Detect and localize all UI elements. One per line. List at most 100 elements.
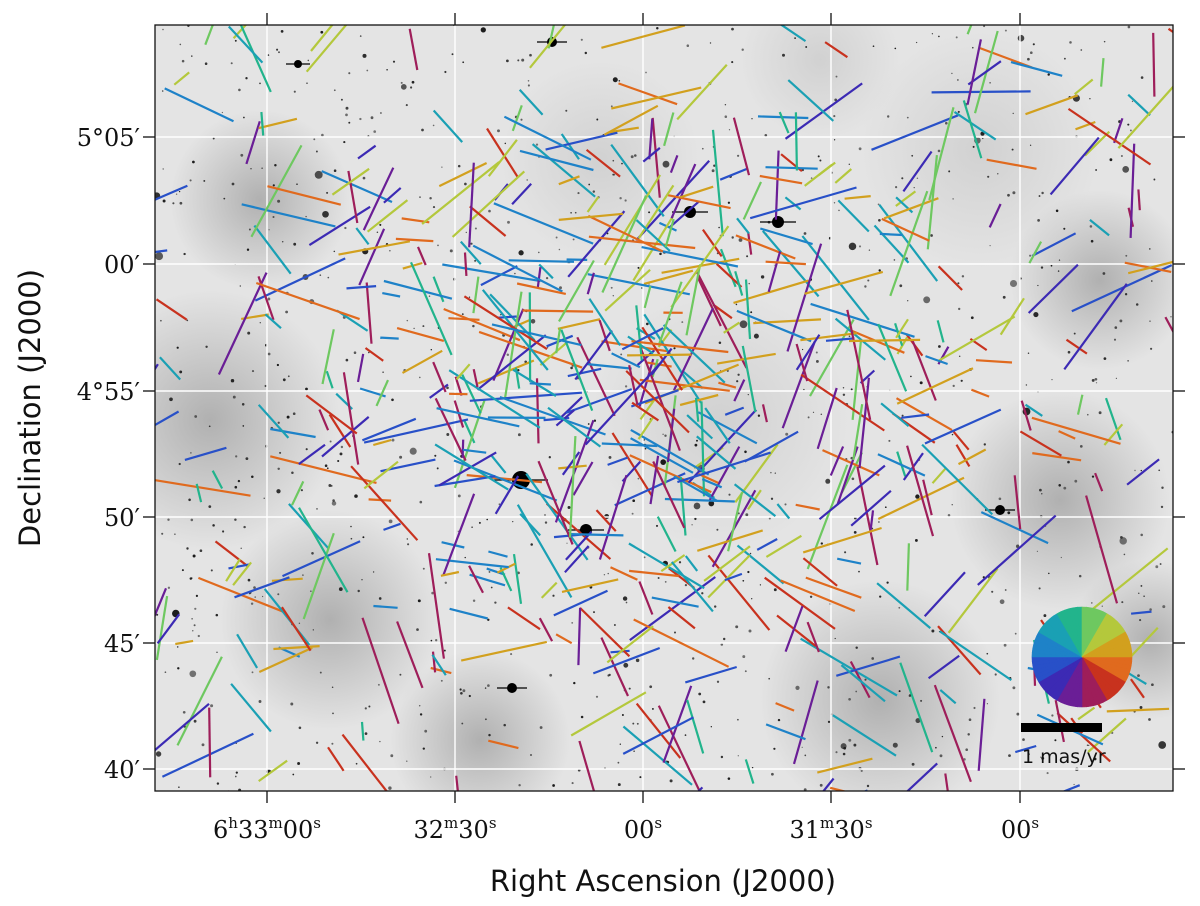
pm-vector — [610, 143, 665, 217]
pm-vector — [468, 162, 475, 248]
pm-vector — [310, 25, 334, 52]
pm-vector — [545, 131, 618, 151]
pm-vector — [461, 439, 465, 458]
pm-vector — [227, 25, 264, 64]
pm-vector — [939, 689, 957, 705]
pm-vector — [347, 170, 359, 224]
pm-vector — [305, 394, 358, 435]
pm-vector — [361, 417, 417, 442]
pm-vector — [824, 41, 849, 59]
pm-vector — [271, 577, 303, 582]
y-tick-label: 40′ — [104, 756, 140, 784]
pm-vector — [364, 347, 384, 362]
pm-vector — [856, 466, 879, 566]
scale-bar: 1 mas/yr — [1021, 723, 1106, 768]
pm-vector — [927, 654, 960, 680]
pm-vector — [416, 246, 427, 266]
pm-vector — [677, 451, 771, 484]
pm-vector — [161, 732, 254, 778]
pm-vector — [711, 129, 724, 237]
pm-vector — [628, 364, 639, 405]
pm-vector — [795, 503, 820, 511]
pm-vector — [784, 196, 802, 211]
pm-vector — [438, 162, 488, 188]
pm-vector — [529, 25, 567, 69]
pm-vector — [442, 263, 541, 283]
pm-vector — [986, 158, 1037, 170]
pm-vector — [598, 474, 628, 560]
pm-vector — [338, 240, 411, 256]
pm-vector — [733, 483, 777, 517]
pm-vector — [1117, 85, 1173, 149]
pm-vector — [560, 329, 594, 411]
pm-vector — [635, 219, 671, 252]
pm-vector — [441, 541, 465, 549]
pm-vector — [356, 353, 365, 383]
pm-vector — [732, 117, 751, 176]
pm-vector — [701, 228, 723, 258]
pm-vector — [952, 431, 970, 451]
pm-vector — [924, 408, 1002, 445]
pm-vector — [383, 279, 453, 300]
pm-vector — [363, 460, 399, 490]
pm-vector — [1130, 678, 1145, 699]
pm-vector — [611, 86, 702, 110]
pm-vector — [355, 227, 370, 246]
pm-vector — [208, 707, 212, 778]
pm-vector — [1074, 78, 1094, 96]
pm-vector — [899, 662, 934, 753]
pm-vector — [877, 323, 908, 392]
pm-vector — [858, 377, 870, 469]
pm-vector — [321, 329, 335, 385]
pm-vector — [844, 195, 871, 200]
pm-vector — [204, 25, 214, 46]
pm-vector — [999, 297, 1025, 336]
pm-vector — [516, 504, 573, 598]
pm-vector — [499, 395, 606, 436]
pm-vector — [595, 509, 617, 532]
pm-vector — [639, 347, 681, 451]
pm-vector — [375, 379, 390, 407]
pm-vector — [610, 566, 638, 581]
pm-vector — [657, 705, 701, 791]
pm-vector — [667, 194, 731, 210]
pm-vector — [440, 570, 460, 577]
pm-vector — [818, 464, 886, 521]
pm-vector — [588, 298, 622, 347]
pm-vector — [1103, 423, 1124, 446]
pm-vector — [717, 352, 776, 365]
pm-vector — [508, 259, 575, 263]
pm-vector — [805, 576, 862, 599]
pm-vector — [723, 321, 740, 334]
y-tick-label: 5°05′ — [77, 124, 140, 152]
pm-vector — [792, 680, 819, 765]
pm-vector — [421, 161, 500, 225]
pm-vector — [879, 232, 903, 237]
pm-vector — [669, 155, 679, 173]
pm-vector — [712, 303, 733, 320]
pm-vector — [834, 168, 853, 184]
pm-vector — [228, 563, 251, 570]
pm-vector — [736, 544, 785, 585]
pm-vector — [308, 205, 371, 247]
pm-vector — [570, 533, 624, 537]
pm-vector — [603, 174, 662, 266]
pm-vector — [816, 387, 838, 450]
pm-vector — [871, 114, 959, 151]
pm-vector — [585, 148, 621, 178]
pm-vector — [459, 240, 482, 265]
pm-vector — [232, 561, 252, 586]
pm-vector — [558, 212, 624, 221]
pm-vector — [663, 112, 675, 147]
y-tick-label: 00′ — [104, 251, 140, 279]
pm-vector — [511, 105, 523, 132]
pm-vector — [431, 654, 447, 676]
pm-vector — [531, 143, 596, 198]
pm-vector — [601, 340, 671, 353]
pm-vector — [155, 479, 251, 497]
pm-vector — [765, 534, 802, 558]
pm-vector — [1031, 232, 1077, 257]
pm-vector — [652, 461, 686, 529]
pm-vector — [503, 291, 523, 399]
pm-vector — [736, 217, 750, 235]
